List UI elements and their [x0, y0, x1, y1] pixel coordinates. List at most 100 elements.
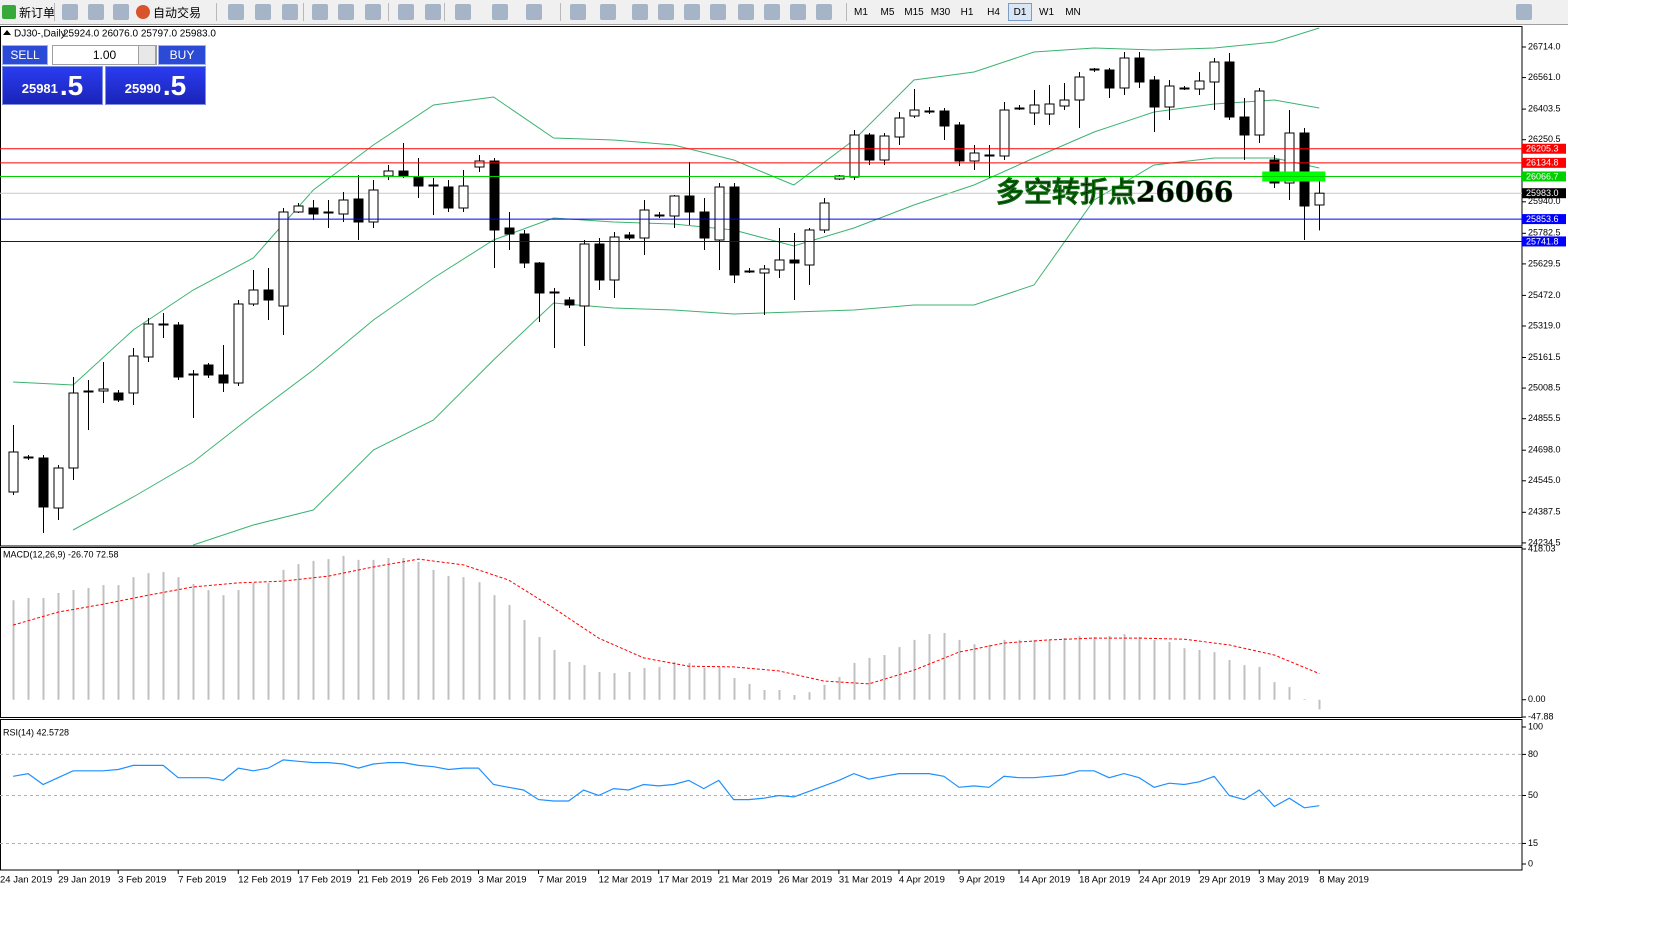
lots-up[interactable] — [138, 45, 156, 65]
ohlc-label: 25924.0 26076.0 25797.0 25983.0 — [63, 29, 216, 40]
candle-body — [1149, 79, 1160, 108]
buy-button[interactable]: BUY — [158, 45, 206, 65]
tool-icon[interactable] — [62, 4, 78, 20]
tool-icon[interactable] — [570, 4, 586, 20]
candle-body — [924, 110, 935, 113]
timeframe-button[interactable]: H4 — [987, 6, 1000, 18]
toolbar-separator — [54, 3, 55, 21]
candle-body — [38, 457, 49, 508]
candle-body — [248, 289, 259, 305]
x-tick-label: 21 Mar 2019 — [719, 875, 772, 886]
candle-body — [83, 390, 94, 393]
tool-icon[interactable] — [338, 4, 354, 20]
level-label: 26205.3 — [1526, 144, 1559, 154]
candle-body — [819, 202, 830, 231]
tool-icon[interactable] — [764, 4, 780, 20]
candle-body — [1044, 103, 1055, 115]
timeframe-button[interactable]: H1 — [960, 6, 974, 18]
timeframe-button[interactable]: D1 — [1008, 3, 1032, 21]
y-tick-label: 25161.5 — [1528, 352, 1561, 362]
tool-icon[interactable] — [632, 4, 648, 20]
timeframe-button[interactable]: W1 — [1039, 6, 1054, 18]
x-tick-label: 26 Mar 2019 — [779, 875, 832, 886]
tool-icon[interactable] — [526, 4, 542, 20]
toolbar-separator — [388, 3, 389, 21]
candle-body — [564, 299, 575, 306]
timeframe-button[interactable]: M15 — [904, 6, 924, 18]
tool-icon[interactable] — [816, 4, 832, 20]
x-tick-label: 31 Mar 2019 — [839, 875, 892, 886]
y-tick-label: 26403.5 — [1528, 103, 1561, 113]
tool-icon[interactable] — [282, 4, 298, 20]
sell-price-box[interactable]: 25981.5 — [2, 66, 103, 105]
tool-icon[interactable] — [312, 4, 328, 20]
tool-icon[interactable] — [398, 4, 414, 20]
tool-icon[interactable] — [228, 4, 244, 20]
timeframe-button[interactable]: M1 — [854, 6, 868, 18]
level-label-bg — [1522, 171, 1566, 182]
timeframe-button[interactable]: MN — [1065, 6, 1081, 18]
tool-icon[interactable] — [600, 4, 616, 20]
annotation: 多空转折点26066 — [996, 176, 1233, 209]
candle-body — [263, 289, 274, 301]
candle-body — [909, 109, 920, 117]
candle-body — [68, 392, 79, 469]
y-tick-label: 80 — [1528, 749, 1538, 759]
y-tick-label: 15 — [1528, 838, 1538, 848]
y-tick-label: 50 — [1528, 790, 1538, 800]
candle-body — [218, 374, 229, 384]
level-label: 25741.8 — [1526, 236, 1559, 246]
candle-body — [504, 227, 515, 235]
candle-body — [1314, 192, 1325, 206]
y-tick-label: 26561.0 — [1528, 72, 1561, 82]
auto-trade-button[interactable]: 自动交易 — [136, 2, 201, 22]
tool-icon[interactable] — [658, 4, 674, 20]
candle-body — [1209, 61, 1220, 83]
x-tick-label: 29 Jan 2019 — [58, 875, 110, 886]
y-tick-label: 24387.5 — [1528, 507, 1561, 517]
lots-input[interactable]: 1.00 — [52, 45, 157, 65]
sell-button[interactable]: SELL — [2, 45, 48, 65]
tool-icon[interactable] — [1516, 4, 1532, 20]
tool-icon[interactable] — [710, 4, 726, 20]
x-tick-label: 12 Feb 2019 — [238, 875, 291, 886]
candle-body — [579, 243, 590, 307]
candle-body — [729, 186, 740, 276]
new-order-button[interactable]: 新订单 — [2, 2, 55, 22]
candle-body — [323, 211, 334, 214]
timeframe-button[interactable]: M5 — [880, 6, 895, 18]
timeframe-button[interactable]: M30 — [930, 6, 951, 18]
collapse-arrow[interactable] — [3, 30, 11, 35]
price-panel-frame — [0, 26, 1523, 547]
candle-body — [293, 205, 304, 213]
bid-label: 25983.0 — [1526, 188, 1559, 198]
indicator-title: RSI(14) 42.5728 — [3, 727, 69, 737]
panel-plot — [0, 27, 1522, 546]
x-tick-label: 17 Feb 2019 — [298, 875, 351, 886]
x-tick-label: 26 Feb 2019 — [418, 875, 471, 886]
bollinger-band — [13, 27, 1320, 386]
buy-price-box[interactable]: 25990.5 — [105, 66, 206, 105]
candle-body — [353, 198, 364, 223]
candle-body — [1299, 132, 1310, 207]
tool-icon[interactable] — [425, 4, 441, 20]
tool-icon[interactable] — [455, 4, 471, 20]
candle-body — [699, 211, 710, 239]
x-tick-label: 9 Apr 2019 — [959, 875, 1005, 886]
candle-body — [1074, 76, 1085, 101]
tool-icon[interactable] — [365, 4, 381, 20]
toolbar-separator — [444, 3, 445, 21]
tool-icon[interactable] — [790, 4, 806, 20]
candle-body — [173, 324, 184, 378]
candle-body — [233, 303, 244, 384]
y-tick-label: 0.00 — [1528, 694, 1546, 704]
tool-icon[interactable] — [88, 4, 104, 20]
tool-icon[interactable] — [738, 4, 754, 20]
tool-icon[interactable] — [684, 4, 700, 20]
tool-icon[interactable] — [255, 4, 271, 20]
candle-body — [308, 207, 319, 215]
tool-icon[interactable] — [113, 4, 129, 20]
candle-body — [849, 134, 860, 178]
tool-icon[interactable] — [492, 4, 508, 20]
